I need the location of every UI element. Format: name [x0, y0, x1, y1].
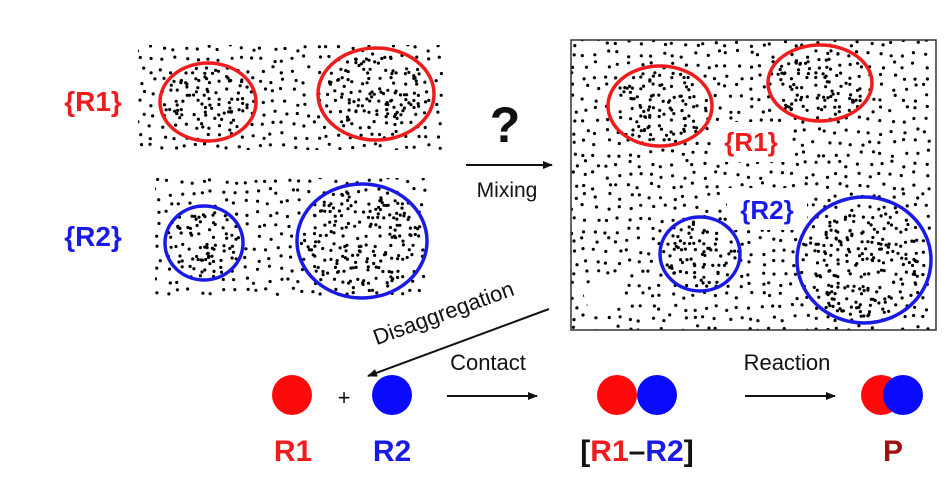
r2-domain-right	[295, 182, 429, 300]
contact-label: Contact	[450, 350, 526, 375]
question-mark: ?	[490, 97, 521, 153]
r2-particle	[372, 375, 412, 415]
mixed-r2-domain-left	[658, 215, 742, 293]
plus-sign: +	[338, 385, 351, 410]
complex-close-bracket: ]	[684, 435, 694, 468]
r2-label: R2	[373, 435, 411, 468]
disaggregation-arrow	[367, 308, 550, 377]
mixed-r2-domain-right	[795, 195, 933, 325]
mixed-r2-label: {R2}	[740, 195, 793, 225]
complex-r1-particle	[597, 375, 637, 415]
complex-open-bracket: [	[580, 435, 590, 468]
mixed-r1-domain-left	[606, 64, 714, 148]
complex-r2-text: R2	[645, 435, 683, 468]
r2-dotted-panel	[155, 178, 429, 300]
r1-set-label: {R1}	[64, 86, 122, 117]
mixed-r2-label-bg	[727, 188, 807, 230]
product-label: P	[883, 435, 903, 468]
r1-domain-left	[158, 61, 258, 143]
mixed-r1-label-bg	[712, 122, 790, 162]
mixed-box-border	[570, 39, 937, 331]
r2-set-label: {R2}	[64, 221, 122, 252]
r1-label: R1	[274, 435, 312, 468]
mixed-r1-domain-right	[766, 43, 874, 123]
mixed-r1-label: {R1}	[724, 127, 777, 157]
reaction-label: Reaction	[744, 350, 831, 375]
mixed-white-gap	[584, 277, 624, 313]
r1-domain-right	[316, 46, 436, 142]
mixed-system-box: {R1} {R2}	[570, 39, 937, 331]
complex-r2-particle	[637, 375, 677, 415]
complex-dash: –	[629, 435, 646, 468]
disaggregation-label: Disaggregation	[370, 276, 518, 350]
r2-domain-left	[163, 204, 245, 282]
r1-particle	[272, 375, 312, 415]
complex-r1-text: R1	[590, 435, 628, 468]
complex-label: [R1–R2]	[580, 435, 693, 468]
mixing-label: Mixing	[477, 179, 538, 202]
product-r2-part	[883, 375, 923, 415]
r1-dotted-panel	[138, 45, 443, 150]
